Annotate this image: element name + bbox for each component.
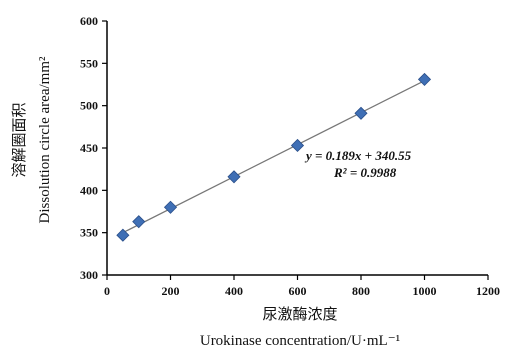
x-tick-label: 1000	[413, 284, 437, 298]
data-point	[417, 72, 432, 86]
y-tick-label: 300	[80, 268, 98, 282]
data-point	[290, 138, 305, 153]
x-tick-label: 400	[225, 284, 243, 298]
y-tick-label: 600	[80, 14, 98, 28]
x-tick-label: 0	[104, 284, 110, 298]
data-points	[116, 72, 432, 242]
data-point	[132, 215, 146, 229]
x-ticks: 0 200 400 600 800 1000 1200	[104, 275, 500, 298]
data-point	[116, 228, 130, 242]
y-tick-label: 450	[80, 141, 98, 155]
trendline-equation: y = 0.189x + 340.55	[304, 148, 412, 163]
x-tick-label: 800	[352, 284, 370, 298]
y-tick-label: 500	[80, 99, 98, 113]
y-axis-label-cn: 溶解圈面积	[10, 102, 28, 177]
x-axis-label-cn: 尿激酶浓度	[262, 305, 337, 323]
x-tick-label: 600	[289, 284, 307, 298]
data-point	[354, 106, 368, 120]
data-point	[227, 170, 241, 184]
y-tick-label: 400	[80, 183, 98, 197]
y-ticks: 300 350 400 450 500 550 600	[80, 14, 107, 282]
data-point	[163, 200, 178, 214]
y-tick-label: 550	[80, 56, 98, 70]
x-tick-label: 200	[162, 284, 180, 298]
r-squared-label: R² = 0.9988	[333, 165, 397, 180]
x-tick-label: 1200	[476, 284, 500, 298]
x-axis-label-en: Urokinase concentration/U·mL⁻¹	[200, 333, 400, 349]
y-axis-label-en: Dissolution circle area/mm²	[37, 56, 53, 223]
y-tick-label: 350	[80, 226, 98, 240]
